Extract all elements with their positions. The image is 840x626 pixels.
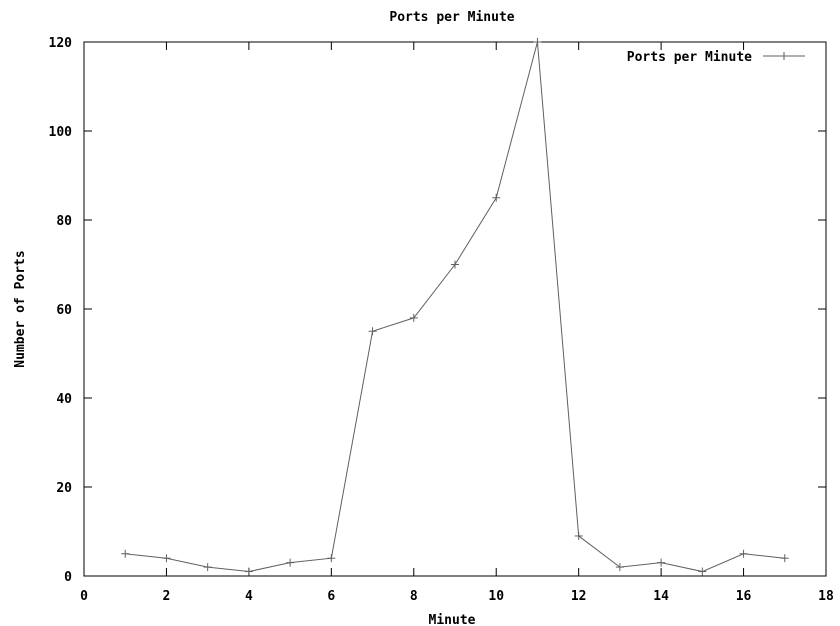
series-line xyxy=(125,41,785,573)
x-tick-label: 4 xyxy=(245,589,253,604)
y-tick-label: 120 xyxy=(49,36,73,51)
data-point-marker xyxy=(368,327,377,336)
chart-title: Ports per Minute xyxy=(389,10,514,25)
x-tick-label: 16 xyxy=(736,589,752,604)
x-tick-label: 6 xyxy=(327,589,335,604)
x-tick-label: 0 xyxy=(80,589,88,604)
data-point-marker xyxy=(698,567,707,576)
data-point-marker xyxy=(327,554,336,563)
data-point-marker xyxy=(533,38,542,46)
data-point-marker xyxy=(657,558,666,567)
x-tick-label: 18 xyxy=(818,589,834,604)
x-tick-label: 8 xyxy=(410,589,418,604)
x-tick-label: 10 xyxy=(488,589,504,604)
data-point-marker xyxy=(492,193,501,202)
y-tick-label: 80 xyxy=(56,214,72,229)
x-tick-label: 14 xyxy=(653,589,669,604)
data-point-marker xyxy=(574,531,583,540)
data-point-marker xyxy=(244,567,253,576)
data-point-marker xyxy=(286,558,295,567)
data-point-marker xyxy=(203,563,212,572)
y-tick-label: 0 xyxy=(64,570,72,585)
data-point-marker xyxy=(615,563,624,572)
data-point-marker xyxy=(162,554,171,563)
x-tick-label: 2 xyxy=(163,589,171,604)
y-tick-label: 100 xyxy=(49,125,73,140)
y-tick-label: 20 xyxy=(56,481,72,496)
plot-frame xyxy=(83,41,827,577)
data-point-marker xyxy=(121,549,130,558)
data-point-marker xyxy=(451,260,459,269)
legend: Ports per Minute xyxy=(627,50,805,65)
data-point-marker xyxy=(780,554,789,563)
data-point-marker xyxy=(409,313,418,322)
y-tick-label: 40 xyxy=(56,392,72,407)
x-axis-label: Minute xyxy=(429,613,476,626)
data-point-marker xyxy=(739,549,748,558)
legend-label: Ports per Minute xyxy=(627,50,752,65)
series-group xyxy=(121,38,789,576)
x-tick-label: 12 xyxy=(571,589,587,604)
y-axis-label: Number of Ports xyxy=(13,250,28,367)
x-axis-ticks: 0 2 4 6 8 10 12 14 16 18 xyxy=(80,42,834,604)
y-tick-label: 60 xyxy=(56,303,72,318)
y-axis-ticks: 0 20 40 60 80 100 120 xyxy=(49,36,826,585)
